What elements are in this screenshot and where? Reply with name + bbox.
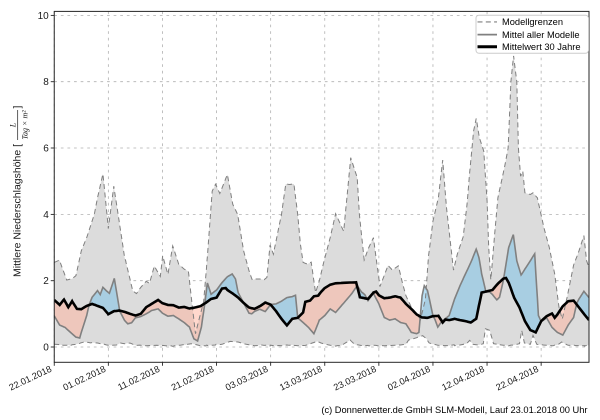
svg-text:Mittlere Niederschlagshöhe [: Mittlere Niederschlagshöhe [ <box>12 144 24 277</box>
svg-text:2: 2 <box>43 276 49 287</box>
svg-text:4: 4 <box>43 210 49 221</box>
svg-text:Tag × m²: Tag × m² <box>20 110 29 140</box>
svg-text:6: 6 <box>43 144 49 155</box>
svg-text:Modellgrenzen: Modellgrenzen <box>502 17 563 27</box>
svg-text:Mittel aller Modelle: Mittel aller Modelle <box>502 30 580 40</box>
svg-text:L: L <box>9 122 18 128</box>
svg-text:Mittelwert 30 Jahre: Mittelwert 30 Jahre <box>502 42 581 52</box>
svg-text:0: 0 <box>43 343 49 354</box>
svg-text:(c) Donnerwetter.de GmbH SLM-M: (c) Donnerwetter.de GmbH SLM-Modell, Lau… <box>321 405 587 415</box>
svg-text:10: 10 <box>38 11 50 22</box>
svg-text:8: 8 <box>43 77 49 88</box>
svg-text:]: ] <box>12 106 24 109</box>
